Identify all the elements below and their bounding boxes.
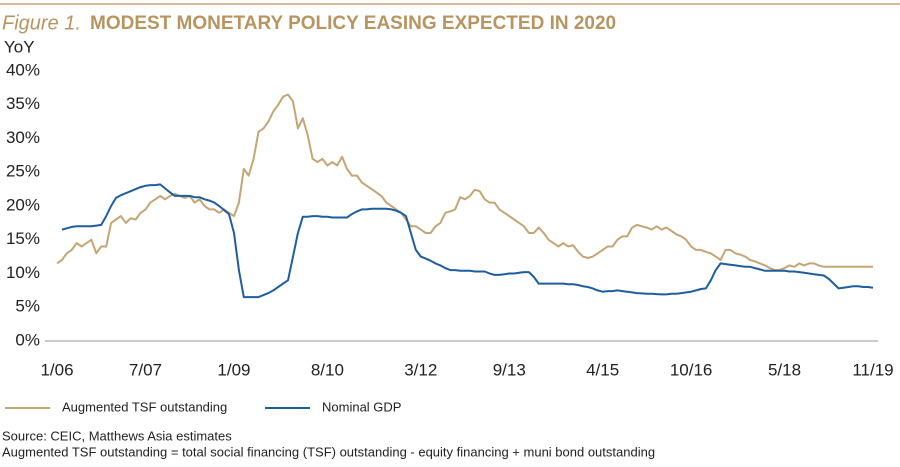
y-tick-label: 0%: [15, 330, 40, 349]
source-note: Source: CEIC, Matthews Asia estimates: [2, 428, 232, 443]
figure-label: Figure 1.: [2, 12, 81, 34]
y-tick-label: 25%: [6, 162, 40, 181]
x-tick-label: 8/10: [311, 360, 344, 379]
x-tick-label: 11/19: [852, 360, 893, 379]
series-line: [61, 183, 874, 299]
series-line: [56, 93, 873, 272]
y-tick-label: 15%: [6, 229, 40, 248]
y-axis-label: YoY: [4, 37, 35, 56]
y-tick-label: 30%: [6, 128, 40, 147]
chart-title: MODEST MONETARY POLICY EASING EXPECTED I…: [90, 13, 616, 34]
x-tick-label: 1/06: [40, 360, 73, 379]
legend-label: Nominal GDP: [322, 399, 401, 414]
y-tick-label: 10%: [6, 263, 40, 282]
x-tick-label: 3/12: [404, 360, 437, 379]
legend-label: Augmented TSF outstanding: [62, 399, 227, 414]
x-tick-label: 9/13: [493, 360, 526, 379]
y-tick-label: 20%: [6, 195, 40, 214]
y-tick-label: 35%: [6, 94, 40, 113]
x-tick-label: 10/16: [670, 360, 713, 379]
y-tick-label: 40%: [6, 60, 40, 79]
x-tick-label: 5/18: [768, 360, 801, 379]
x-tick-label: 4/15: [586, 360, 619, 379]
x-tick-label: 1/09: [217, 360, 250, 379]
source-note: Augmented TSF outstanding = total social…: [2, 444, 655, 459]
y-tick-label: 5%: [15, 297, 40, 316]
x-tick-label: 7/07: [129, 360, 162, 379]
